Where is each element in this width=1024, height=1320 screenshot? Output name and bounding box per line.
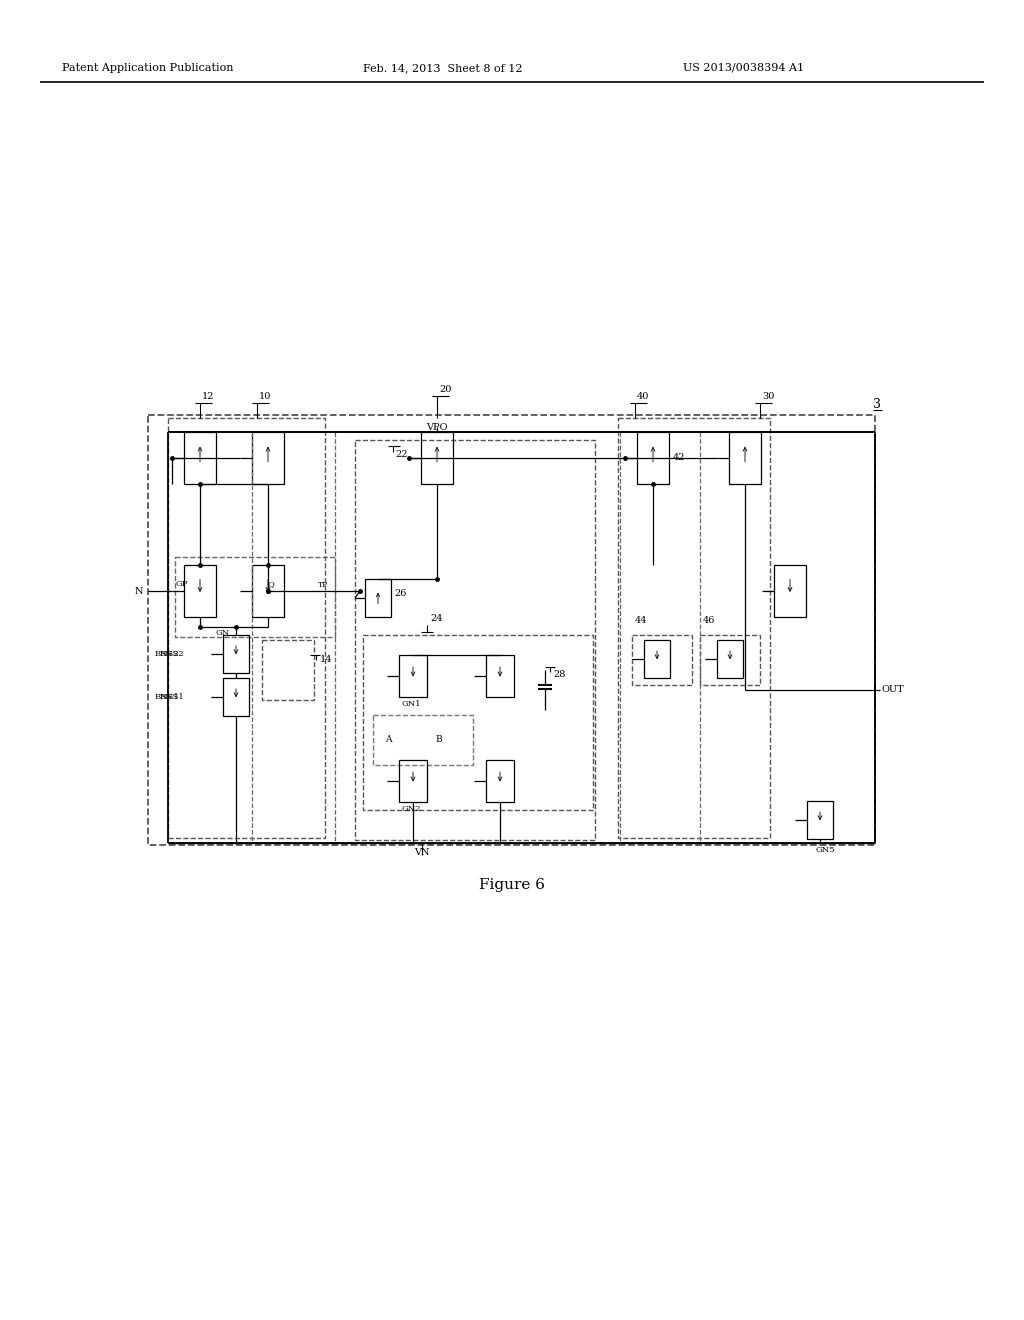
- Bar: [184, 432, 216, 484]
- Text: GP: GP: [175, 579, 187, 587]
- Bar: [362, 635, 593, 810]
- Text: 3: 3: [873, 399, 881, 411]
- Bar: [148, 414, 874, 845]
- Text: TP: TP: [318, 581, 329, 589]
- Text: OUT: OUT: [882, 685, 905, 694]
- Bar: [355, 440, 595, 840]
- Bar: [618, 418, 770, 838]
- Text: 46: 46: [703, 616, 716, 624]
- Text: Patent Application Publication: Patent Application Publication: [62, 63, 233, 73]
- Text: BNS1: BNS1: [155, 693, 180, 701]
- Text: 44: 44: [635, 616, 647, 624]
- Text: A: A: [385, 735, 391, 744]
- Bar: [807, 801, 833, 840]
- Text: 22: 22: [395, 450, 408, 459]
- Bar: [637, 432, 669, 484]
- Bar: [252, 565, 284, 616]
- Text: 20: 20: [439, 385, 452, 393]
- Text: Figure 6: Figure 6: [479, 878, 545, 892]
- Bar: [421, 432, 453, 484]
- Bar: [365, 579, 391, 616]
- Text: B: B: [435, 735, 441, 744]
- Text: 40: 40: [637, 392, 649, 401]
- Text: 10: 10: [259, 392, 271, 401]
- Bar: [644, 640, 670, 678]
- Bar: [223, 678, 249, 715]
- Text: 28: 28: [553, 671, 565, 678]
- Text: 42: 42: [673, 454, 685, 462]
- Bar: [632, 635, 692, 685]
- Bar: [486, 760, 514, 803]
- Text: GN5: GN5: [815, 846, 835, 854]
- Text: BNS2: BNS2: [160, 649, 184, 657]
- Bar: [717, 640, 743, 678]
- Text: 12: 12: [202, 392, 214, 401]
- Bar: [168, 418, 325, 838]
- Bar: [262, 640, 314, 700]
- Bar: [729, 432, 761, 484]
- Text: GN: GN: [215, 630, 229, 638]
- Text: BNS2: BNS2: [155, 649, 179, 657]
- Bar: [252, 432, 284, 484]
- Text: VPO: VPO: [426, 422, 447, 432]
- Text: BNS1: BNS1: [160, 693, 184, 701]
- Text: US 2013/0038394 A1: US 2013/0038394 A1: [683, 63, 804, 73]
- Text: VN: VN: [415, 847, 430, 857]
- Text: GN1: GN1: [401, 700, 421, 708]
- Text: Feb. 14, 2013  Sheet 8 of 12: Feb. 14, 2013 Sheet 8 of 12: [362, 63, 522, 73]
- Bar: [399, 655, 427, 697]
- Text: N: N: [134, 586, 143, 595]
- Bar: [223, 635, 249, 673]
- Bar: [373, 715, 473, 766]
- Bar: [700, 635, 760, 685]
- Text: 26: 26: [394, 589, 407, 598]
- Text: GN2: GN2: [401, 805, 421, 813]
- Bar: [774, 565, 806, 616]
- Bar: [184, 565, 216, 616]
- Text: 30: 30: [762, 392, 774, 401]
- Bar: [399, 760, 427, 803]
- Text: Q: Q: [268, 579, 274, 587]
- Bar: [486, 655, 514, 697]
- Text: 14: 14: [319, 655, 333, 664]
- Bar: [175, 557, 335, 638]
- Text: 24: 24: [430, 614, 442, 623]
